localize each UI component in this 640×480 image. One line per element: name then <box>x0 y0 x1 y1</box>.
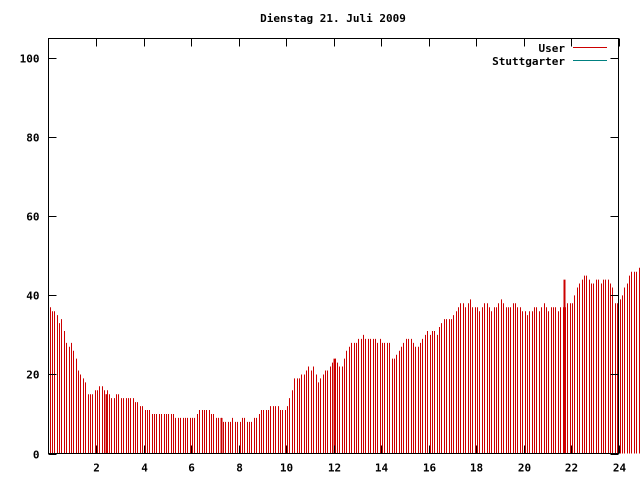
legend-label: User <box>539 42 566 55</box>
y-tick-label: 100 <box>20 53 40 66</box>
bars-layer <box>50 267 640 454</box>
x-tick-label: 14 <box>375 462 389 475</box>
x-tick-label: 2 <box>93 462 100 475</box>
legend-label: Stuttgarter <box>492 55 565 68</box>
peaks-layer <box>105 279 566 454</box>
y-tick-label: 0 <box>33 449 40 462</box>
x-tick-label: 6 <box>188 462 195 475</box>
x-tick-label: 24 <box>613 462 627 475</box>
x-tick-label: 10 <box>280 462 293 475</box>
y-tick-label: 80 <box>26 132 39 145</box>
y-tick-label: 60 <box>26 211 39 224</box>
x-tick-label: 20 <box>518 462 531 475</box>
y-tick-label: 40 <box>26 290 39 303</box>
chart-title: Dienstag 21. Juli 2009 <box>260 12 406 25</box>
x-tick-label: 12 <box>328 462 341 475</box>
x-tick-label: 22 <box>565 462 578 475</box>
x-tick-label: 8 <box>236 462 243 475</box>
y-tick-label: 20 <box>26 369 39 382</box>
plot-frame <box>48 38 619 454</box>
x-tick-label: 4 <box>141 462 148 475</box>
x-tick-label: 16 <box>423 462 437 475</box>
x-tick-label: 18 <box>470 462 483 475</box>
